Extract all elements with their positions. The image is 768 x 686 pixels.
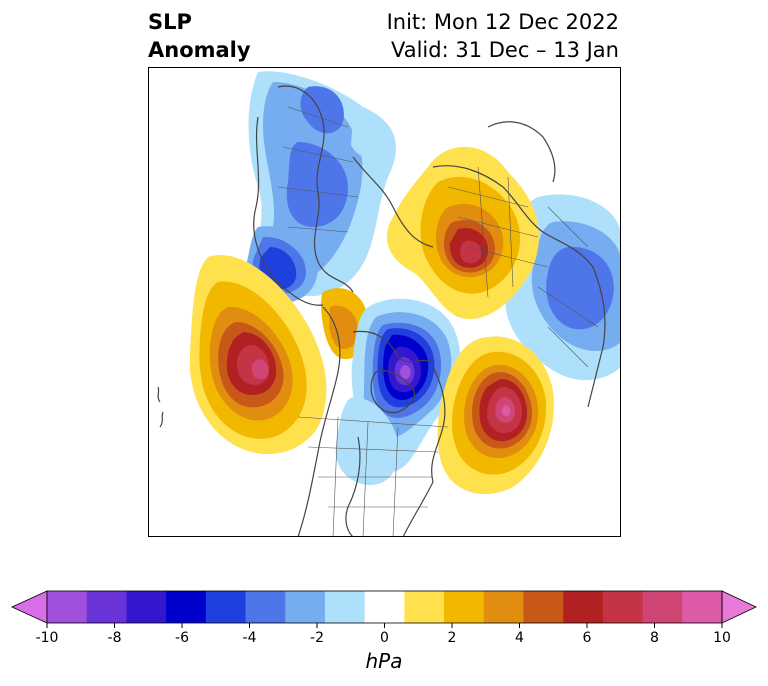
hudson-bay-low-anomaly bbox=[335, 298, 461, 486]
north-atlantic-high-anomaly bbox=[437, 336, 554, 495]
chart-title-left: SLP Anomaly bbox=[148, 8, 251, 64]
colorbar-segment bbox=[682, 591, 723, 623]
colorbar-segment bbox=[483, 591, 524, 623]
political-borders bbox=[277, 106, 599, 537]
colorbar-segment bbox=[205, 591, 247, 623]
coastlines bbox=[157, 85, 606, 537]
colorbar-extend-high bbox=[721, 590, 757, 624]
colorbar-tick-label: 10 bbox=[713, 630, 731, 646]
colorbar-segment bbox=[166, 591, 207, 623]
title-init-date: Init: Mon 12 Dec 2022 bbox=[386, 10, 619, 34]
chart-title-right: Init: Mon 12 Dec 2022 Valid: 31 Dec – 13… bbox=[387, 8, 619, 64]
colorbar-segment bbox=[285, 591, 326, 623]
colorbar-segment bbox=[86, 591, 127, 623]
colorbar-segment bbox=[642, 591, 683, 623]
colorbar-segment bbox=[47, 591, 88, 623]
colorbar-segments bbox=[11, 590, 757, 624]
colorbar-segment bbox=[364, 591, 405, 623]
colorbar-segment bbox=[324, 591, 366, 623]
gulf-of-alaska-high-anomaly bbox=[189, 255, 370, 455]
colorbar-segment bbox=[126, 591, 167, 623]
slp-anomaly-map bbox=[148, 67, 621, 537]
colorbar-tick-label: 8 bbox=[650, 630, 659, 646]
colorbar-tick-label: -4 bbox=[243, 630, 257, 646]
colorbar-tick-label: -6 bbox=[175, 630, 189, 646]
colorbar-segment bbox=[404, 591, 445, 623]
colorbar-tick-label: 4 bbox=[515, 630, 524, 646]
colorbar-segment bbox=[444, 591, 485, 623]
colorbar-segment bbox=[245, 591, 286, 623]
colorbar-tick-label: -10 bbox=[36, 630, 59, 646]
colorbar-segment bbox=[563, 591, 604, 623]
title-variable: SLP bbox=[148, 10, 192, 34]
colorbar-segment bbox=[523, 591, 564, 623]
colorbar-ticks: -10 -8 -6 -4 -2 0 2 4 6 8 10 bbox=[36, 623, 731, 646]
colorbar-tick-label: -8 bbox=[108, 630, 122, 646]
colorbar-tick-label: -2 bbox=[310, 630, 324, 646]
colorbar-extend-low bbox=[11, 590, 48, 624]
title-type: Anomaly bbox=[148, 38, 251, 62]
colorbar-tick-label: 6 bbox=[583, 630, 592, 646]
colorbar-tick-label: 2 bbox=[448, 630, 457, 646]
siberia-high-anomaly bbox=[386, 146, 539, 319]
map-frame bbox=[148, 67, 621, 537]
colorbar: -10 -8 -6 -4 -2 0 2 4 6 8 10 hPa bbox=[11, 590, 757, 673]
colorbar-segment bbox=[602, 591, 644, 623]
colorbar-tick-label: 0 bbox=[380, 630, 389, 646]
colorbar-units-label: hPa bbox=[366, 649, 403, 673]
title-valid-range: Valid: 31 Dec – 13 Jan bbox=[390, 38, 619, 62]
